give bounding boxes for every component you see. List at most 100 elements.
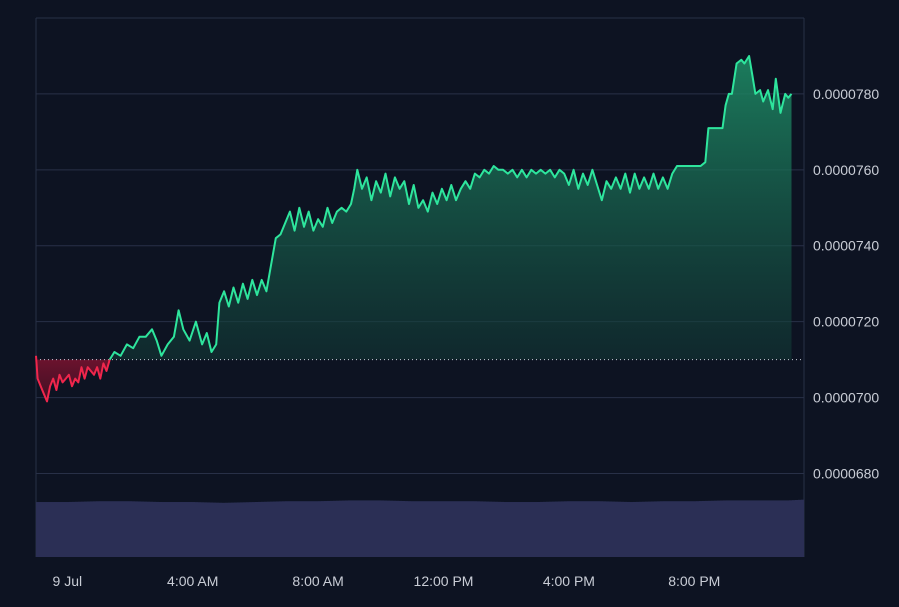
- volume-bar: [228, 503, 231, 557]
- volume-bar: [471, 501, 474, 557]
- volume-bar: [498, 502, 501, 557]
- volume-bar: [342, 501, 345, 557]
- volume-bar: [183, 502, 186, 557]
- volume-bar: [774, 500, 777, 557]
- volume-bar: [696, 501, 699, 557]
- volume-bar: [729, 500, 732, 557]
- volume-bar: [135, 501, 138, 557]
- volume-bar: [687, 501, 690, 557]
- volume-bar: [663, 501, 666, 557]
- volume-bar: [597, 501, 600, 557]
- volume-bar: [432, 501, 435, 557]
- volume-bar: [558, 501, 561, 557]
- volume-bar: [639, 502, 642, 557]
- x-tick-label: 4:00 AM: [167, 573, 218, 589]
- volume-bar: [765, 500, 768, 557]
- volume-bar: [588, 501, 591, 557]
- volume-bar: [132, 501, 135, 557]
- volume-bar: [732, 500, 735, 557]
- volume-bar: [240, 502, 243, 557]
- volume-bar: [585, 501, 588, 557]
- y-tick-label: 0.0000700: [813, 390, 879, 406]
- y-tick-label: 0.0000780: [813, 86, 879, 102]
- volume-bar: [231, 503, 234, 557]
- volume-bar: [792, 500, 795, 557]
- volume-bar: [633, 502, 636, 557]
- volume-bar: [444, 501, 447, 557]
- area-layer: [36, 56, 792, 401]
- volume-bar: [762, 500, 765, 557]
- volume-bar: [540, 502, 543, 557]
- volume-bar: [459, 501, 462, 557]
- volume-bar: [420, 501, 423, 557]
- volume-bar: [753, 500, 756, 557]
- volume-bar: [192, 502, 195, 557]
- volume-bar: [372, 500, 375, 557]
- volume-bar: [180, 502, 183, 557]
- volume-bar: [750, 500, 753, 557]
- volume-bar: [366, 500, 369, 557]
- volume-bar: [477, 501, 480, 557]
- volume-bar: [426, 501, 429, 557]
- volume-bar: [213, 503, 216, 557]
- volume-bar: [234, 503, 237, 557]
- volume-bar: [501, 502, 504, 557]
- volume-bar: [246, 502, 249, 557]
- down-area-fill: [36, 356, 110, 402]
- volume-bar: [669, 501, 672, 557]
- volume-bar: [315, 501, 318, 557]
- volume-bar: [744, 500, 747, 557]
- volume-bar: [615, 502, 618, 557]
- volume-bar: [675, 501, 678, 557]
- volume-bar: [111, 501, 114, 557]
- volume-bar: [645, 502, 648, 557]
- volume-bar: [198, 502, 201, 557]
- volume-bar: [321, 501, 324, 557]
- volume-bar: [579, 501, 582, 557]
- volume-bar: [216, 503, 219, 557]
- volume-bar: [567, 501, 570, 557]
- volume-bar: [651, 501, 654, 557]
- volume-bar: [288, 501, 291, 557]
- volume-bar: [39, 502, 42, 557]
- volume-bar: [387, 501, 390, 557]
- volume-bar: [195, 502, 198, 557]
- volume-bar: [546, 502, 549, 557]
- volume-bar: [495, 502, 498, 557]
- volume-bar: [312, 501, 315, 557]
- volume-bar: [423, 501, 426, 557]
- volume-bar: [153, 502, 156, 557]
- volume-bar: [243, 502, 246, 557]
- volume-bar: [396, 501, 399, 557]
- volume-bar: [84, 502, 87, 557]
- volume-bar: [768, 500, 771, 557]
- volume-bar: [678, 501, 681, 557]
- volume-bar: [261, 502, 264, 557]
- volume-bar: [660, 501, 663, 557]
- volume-bar: [519, 502, 522, 557]
- volume-bar: [789, 500, 792, 557]
- volume-bar: [294, 501, 297, 557]
- volume-bar: [798, 500, 801, 557]
- volume-bar: [711, 501, 714, 557]
- volume-bar: [42, 502, 45, 557]
- volume-bar: [66, 502, 69, 557]
- volume-bar: [726, 500, 729, 557]
- volume-bar: [609, 501, 612, 557]
- volume-bar: [249, 502, 252, 557]
- volume-bar: [141, 502, 144, 557]
- volume-bar: [87, 501, 90, 557]
- x-tick-label: 8:00 AM: [292, 573, 343, 589]
- volume-bar: [318, 501, 321, 557]
- volume-bar: [456, 501, 459, 557]
- volume-bar: [531, 502, 534, 557]
- volume-bar: [96, 501, 99, 557]
- volume-bar: [777, 500, 780, 557]
- volume-bar: [309, 501, 312, 557]
- volume-bar: [627, 502, 630, 557]
- volume-bar: [324, 501, 327, 557]
- y-tick-label: 0.0000760: [813, 162, 879, 178]
- volume-bar: [72, 502, 75, 557]
- volume-bar: [600, 501, 603, 557]
